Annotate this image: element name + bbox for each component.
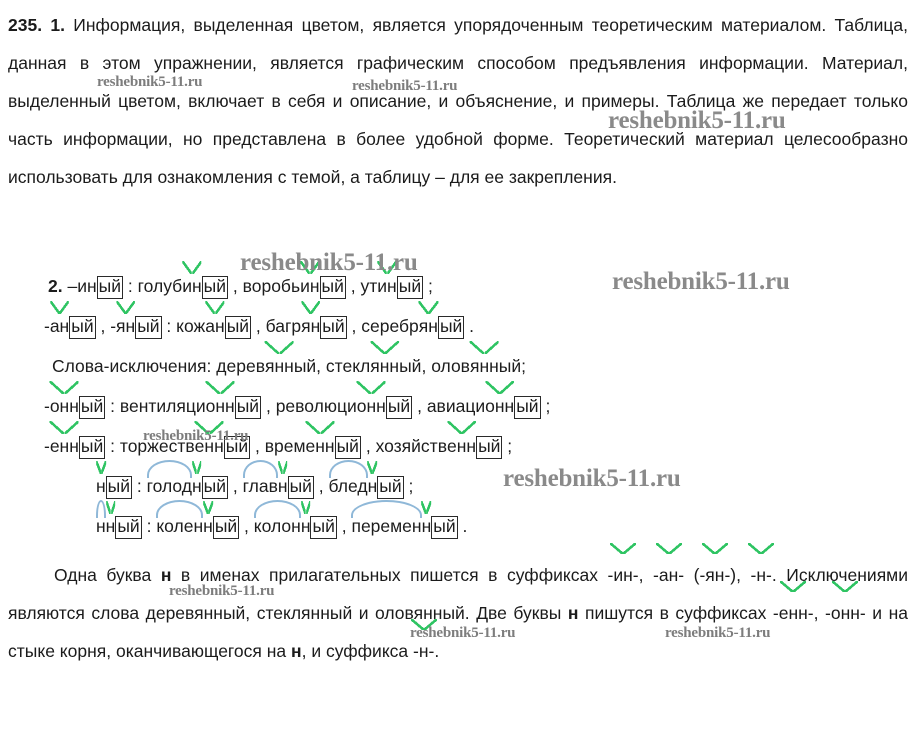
rule-text-2: в именах прилагательных пишется в суффик… (171, 565, 608, 585)
period-2: . (462, 516, 468, 536)
word-revolyutsionny: революционн ый (276, 396, 413, 419)
rule-letter-n-3: н (291, 641, 302, 661)
morph-line-any-yany: -ан ый , -ян ый : кожан ый , багрян ый , сер… (0, 316, 915, 356)
suffix-label-ny: н ый (96, 476, 133, 499)
exercise-number: 235. (8, 15, 43, 35)
rule-text-6: , и суффикса (301, 641, 414, 661)
comma-8: , (254, 436, 260, 456)
word-kolonny: колонн ый (253, 500, 337, 539)
morpheme-analysis-block: 2. –ин ый : голубин ый , воробьин ый , утин… (0, 276, 915, 556)
morph-line-enny: -енн ый : торжественн ый , временн ый , хоз… (0, 436, 915, 476)
morph-line-nny: нн ый : коленн ый , колонн ый , переменн ый … (0, 500, 915, 556)
word-hozyaystvenny: хозяйственн ый (376, 436, 503, 459)
rule-text-1: Одна буква (54, 565, 161, 585)
comma-3: , (100, 316, 106, 336)
suffix-in-caret: -ин- (608, 556, 639, 594)
word-golodny: голодн ый (146, 460, 229, 499)
semicolon-3: ; (507, 436, 513, 456)
paragraph-rule: Одна буква н в именах прилагательных пиш… (8, 556, 908, 670)
word-glavny: главн ый (242, 460, 314, 499)
word-bledny: бледн ый (328, 460, 404, 499)
suffix-yan-caret: -ян- (699, 556, 730, 594)
word-steklyanny: стеклянный, (325, 356, 427, 376)
suffix-label-nny: нн ый (96, 500, 142, 539)
word-aviatsionny: авиационн ый (427, 396, 541, 419)
word-ventilyatsionny: вентиляционн ый (120, 396, 262, 419)
rule-text-4: пишутся в суффиксах (578, 603, 773, 623)
colon-4: : (110, 436, 115, 456)
comma-12: , (244, 516, 249, 536)
rule-letter-n-1: н (160, 565, 172, 585)
comma-9: , (365, 436, 371, 456)
suffix-n-caret-2: -н- (413, 632, 434, 670)
word-peremenny: переменн ый (351, 500, 458, 539)
rule-text-5: и на стыке корня, оканчивающегося на (8, 603, 908, 661)
word-kolenny: коленн ый (156, 500, 240, 539)
comma-10: , (232, 476, 238, 496)
morph-line-ny: н ый : голодн ый , главн ый , бледн ый ; (0, 460, 915, 516)
paragraph-part-1: 235. 1. Информация, выделенная цветом, я… (8, 6, 908, 196)
colon-1: : (127, 276, 133, 296)
comma-1: , (232, 276, 238, 296)
part-1-marker: 1. (50, 15, 65, 35)
word-bagryany: багрян ый (266, 316, 347, 339)
word-derevyanny: деревянный, (216, 356, 322, 376)
comma-2: , (350, 276, 356, 296)
suffix-onn-caret: -онн- (825, 594, 866, 632)
semicolon-1: ; (427, 276, 433, 296)
colon-6: : (146, 516, 152, 536)
suffix-enn-caret: -енн- (773, 594, 814, 632)
word-utiny: утин ый (361, 276, 424, 299)
comma-6: , (265, 396, 271, 416)
colon-3: : (110, 396, 115, 416)
word-serebryany: серебрян ый (361, 316, 465, 339)
suffix-label-yany: -ян ый (110, 316, 162, 339)
colon-5: : (136, 476, 142, 496)
morph-line-exceptions: Слова-исключения: деревянный, стеклянный… (0, 356, 915, 396)
suffix-label-enny: -енн ый (44, 436, 106, 459)
word-vorobiny: воробьин ый (243, 276, 346, 299)
suffix-label-iny: –ин ый (67, 276, 124, 299)
part-2-marker: 2. (48, 276, 63, 296)
semicolon-2: ; (545, 396, 551, 416)
word-torzhestvenny: торжественн ый (120, 436, 251, 459)
word-kozhany: кожан ый (176, 316, 252, 339)
rule-letter-n-2: н (567, 603, 579, 623)
suffix-n-caret-1: -н- (751, 556, 772, 594)
word-golubiny: голубин ый (138, 276, 228, 299)
rule-sep-1: , (638, 565, 654, 585)
comma-11: , (318, 476, 324, 496)
rule-sep-3: ), (730, 565, 751, 585)
suffix-label-any: -ан ый (44, 316, 96, 339)
comma-13: , (341, 516, 347, 536)
colon-2: : (166, 316, 172, 336)
period-1: . (469, 316, 475, 336)
morph-line-onny: -онн ый : вентиляционн ый , революционн ый … (0, 396, 915, 436)
rule-sep-2: ( (684, 565, 700, 585)
suffix-an-caret: -ан- (653, 556, 684, 594)
morph-line-iny: 2. –ин ый : голубин ый , воробьин ый , утин… (0, 276, 915, 316)
comma-7: , (417, 396, 422, 416)
rule-text-3: . Исключениями являются слова деревянный… (8, 565, 908, 623)
comma-5: , (351, 316, 357, 336)
semicolon-4: ; (408, 476, 414, 496)
comma-4: , (255, 316, 261, 336)
word-olovyanny: оловянный; (431, 356, 527, 376)
word-vremenny: временн ый (265, 436, 361, 459)
rule-text-7: . (434, 641, 440, 661)
exceptions-label: Слова-исключения: (52, 356, 212, 376)
suffix-label-onny: -онн ый (44, 396, 106, 419)
rule-sep-4: , (813, 603, 826, 623)
paragraph-part-1-text: Информация, выделенная цветом, является … (8, 15, 908, 187)
